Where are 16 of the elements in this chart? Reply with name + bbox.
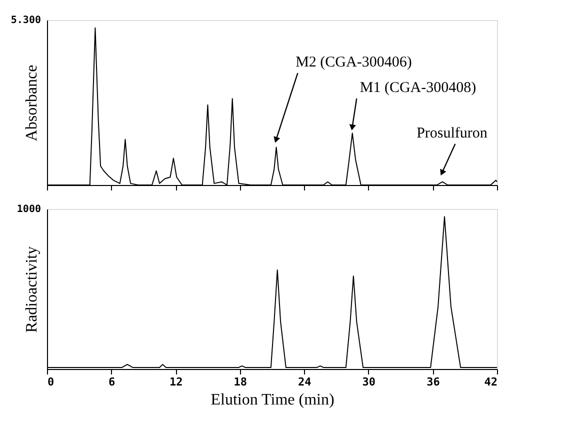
x-tick-label: 0 [48, 376, 54, 388]
text: 1000 [16, 204, 41, 215]
y-axis-title: Radioactivity [24, 246, 40, 333]
annotation: Prosulfuron [416, 126, 488, 142]
x-tick-label: 12 [169, 376, 183, 388]
x-tick-label: 30 [362, 376, 376, 388]
x-axis-title: Elution Time (min) [210, 392, 334, 408]
x-tick-label: 42 [484, 376, 498, 388]
y-axis-title: Absorbance [24, 64, 40, 142]
annotation: M2 (CGA-300406) [296, 54, 412, 71]
text: 5.300 [10, 15, 41, 26]
x-tick-label: 24 [298, 376, 312, 388]
x-tick-label: 18 [234, 376, 247, 388]
x-tick-label: 36 [426, 376, 440, 388]
x-tick-label: 6 [108, 376, 116, 388]
annotation: M1 (CGA-300408) [360, 80, 476, 96]
